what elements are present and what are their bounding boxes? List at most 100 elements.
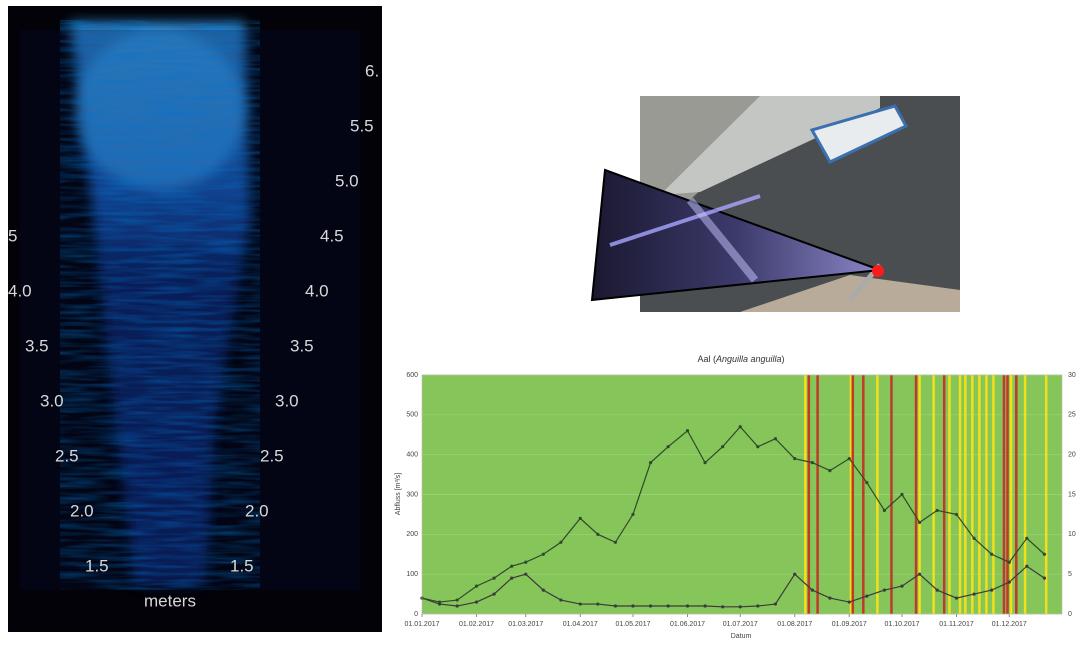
- series-point: [990, 589, 993, 592]
- title-part: Aal (: [697, 354, 716, 364]
- series-point: [793, 573, 796, 576]
- series-point: [579, 517, 582, 520]
- x-tick-label: 01.11.2017: [939, 621, 974, 628]
- x-tick-label: 01.07.2017: [723, 621, 758, 628]
- series-point: [828, 596, 831, 599]
- series-point: [900, 493, 903, 496]
- y-tick-label: 400: [406, 452, 418, 459]
- series-point: [596, 602, 599, 605]
- series-point: [667, 604, 670, 607]
- series-point: [955, 513, 958, 516]
- series-point: [811, 589, 814, 592]
- series-point: [559, 598, 562, 601]
- x-tick-label: 01.10.2017: [884, 621, 919, 628]
- series-point: [990, 553, 993, 556]
- series-point: [614, 604, 617, 607]
- series-point: [918, 573, 921, 576]
- x-axis-label: Datum: [731, 633, 752, 640]
- y2-tick-label: 20: [1068, 452, 1076, 459]
- x-tick-label: 01.01.2017: [404, 621, 439, 628]
- series-point: [883, 589, 886, 592]
- series-point: [686, 429, 689, 432]
- series-point: [739, 605, 742, 608]
- page: 54.03.53.02.52.01.56.5.55.04.54.03.53.02…: [0, 0, 1080, 643]
- series-point: [703, 461, 706, 464]
- unit-label: meters: [144, 591, 196, 610]
- series-point: [865, 594, 868, 597]
- series-point: [614, 541, 617, 544]
- series-point: [596, 533, 599, 536]
- x-tick-label: 01.03.2017: [508, 621, 543, 628]
- range-label: 4.5: [320, 226, 344, 245]
- series-point: [865, 481, 868, 484]
- range-label: 1.5: [230, 556, 254, 575]
- series-point: [492, 577, 495, 580]
- series-point: [918, 521, 921, 524]
- series-point: [739, 425, 742, 428]
- series-point: [510, 565, 513, 568]
- series-point: [721, 445, 724, 448]
- series-point: [686, 604, 689, 607]
- y2-tick-label: 15: [1068, 491, 1076, 498]
- series-point: [475, 600, 478, 603]
- series-point: [542, 589, 545, 592]
- series-point: [559, 541, 562, 544]
- range-label: 2.5: [260, 446, 284, 465]
- series-point: [721, 605, 724, 608]
- series-point: [631, 604, 634, 607]
- x-tick-label: 01.08.2017: [777, 621, 812, 628]
- series-point: [631, 513, 634, 516]
- series-point: [774, 602, 777, 605]
- range-label: 3.0: [40, 391, 64, 410]
- series-point: [667, 445, 670, 448]
- y2-tick-label: 10: [1068, 531, 1076, 538]
- title-part: ): [782, 354, 785, 364]
- series-point: [649, 461, 652, 464]
- series-point: [955, 596, 958, 599]
- x-tick-label: 01.04.2017: [563, 621, 598, 628]
- y2-tick-label: 30: [1068, 372, 1076, 379]
- series-point: [1025, 565, 1028, 568]
- series-point: [756, 604, 759, 607]
- photo: [592, 96, 960, 312]
- series-point: [510, 577, 513, 580]
- series-point: [1008, 581, 1011, 584]
- series-point: [900, 585, 903, 588]
- range-label: 4.0: [305, 281, 329, 300]
- y-tick-label: 500: [406, 412, 418, 419]
- y2-tick-label: 25: [1068, 412, 1076, 419]
- range-label: 2.5: [55, 446, 79, 465]
- series-point: [811, 461, 814, 464]
- series-point: [492, 592, 495, 595]
- series-point: [1008, 561, 1011, 564]
- range-label: 5.5: [350, 116, 374, 135]
- x-tick-label: 01.06.2017: [670, 621, 705, 628]
- series-point: [542, 553, 545, 556]
- series-point: [649, 604, 652, 607]
- series-point: [1025, 537, 1028, 540]
- series-point: [756, 445, 759, 448]
- series-point: [828, 469, 831, 472]
- y2-tick-label: 5: [1068, 571, 1072, 578]
- range-label: 2.0: [245, 501, 269, 520]
- y-tick-label: 100: [406, 571, 418, 578]
- series-point: [1043, 577, 1046, 580]
- range-label: 4.0: [8, 281, 32, 300]
- range-label: 6.: [365, 61, 379, 80]
- x-tick-label: 01.12.2017: [992, 621, 1027, 628]
- series-point: [524, 561, 527, 564]
- series-point: [848, 457, 851, 460]
- series-point: [703, 604, 706, 607]
- chart: Aal (Anguilla anguilla) Abfluss [m³/s] D…: [385, 348, 1080, 643]
- series-point: [883, 509, 886, 512]
- series-point: [972, 592, 975, 595]
- series-point: [456, 604, 459, 607]
- series-point: [936, 509, 939, 512]
- series-point: [456, 598, 459, 601]
- range-label: 3.0: [275, 391, 299, 410]
- range-label: 3.5: [25, 336, 49, 355]
- range-label: 5.0: [335, 171, 359, 190]
- title-part: Anguilla anguilla: [715, 354, 782, 364]
- y-axis-label: Abfluss [m³/s]: [395, 473, 402, 515]
- y-tick-label: 300: [406, 491, 418, 498]
